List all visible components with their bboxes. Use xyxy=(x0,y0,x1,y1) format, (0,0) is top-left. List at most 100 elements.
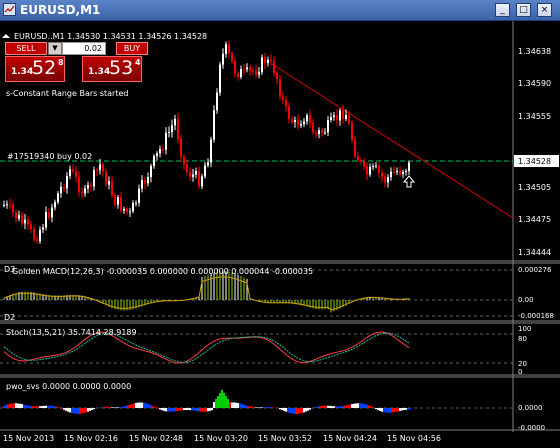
candle-body xyxy=(327,120,329,133)
candle-body xyxy=(348,114,350,124)
candle-body xyxy=(102,164,104,172)
candle-body xyxy=(294,119,296,123)
macd-label: Golden MACD(12,26,3) -0.000035 0.000000 … xyxy=(12,267,313,276)
lot-dropdown-button[interactable]: ▼ xyxy=(48,42,62,55)
close-button[interactable]: × xyxy=(537,3,552,17)
symbol-ohlc-label: EURUSD..M1 1.34530 1.34531 1.34526 1.345… xyxy=(14,32,207,41)
candle-body xyxy=(216,92,218,111)
candle-body xyxy=(120,197,122,211)
stoch-axis-3: 0 xyxy=(518,368,522,376)
candle-body xyxy=(123,208,125,211)
candle-body xyxy=(27,219,29,225)
candle-body xyxy=(3,204,5,206)
candle-body xyxy=(24,219,26,224)
time-label-5: 15 Nov 04:24 xyxy=(323,434,377,443)
chart-header: EURUSD..M1 1.34530 1.34531 1.34526 1.345… xyxy=(2,32,207,41)
sell-price-prefix: 1.34 xyxy=(11,67,34,77)
macd-axis-2: -0.000168 xyxy=(518,312,554,320)
candle-body xyxy=(270,59,272,62)
order-label: #17519340 buy 0.02 xyxy=(7,152,92,161)
candle-body xyxy=(279,79,281,97)
candle-body xyxy=(186,164,188,173)
candle-body xyxy=(126,208,128,212)
candle-body xyxy=(210,139,212,163)
macd-tag: D3 xyxy=(4,265,15,274)
candle-body xyxy=(405,170,407,172)
candle-body xyxy=(318,130,320,134)
candle-body xyxy=(195,171,197,175)
candle-body xyxy=(333,115,335,118)
candle-body xyxy=(153,156,155,167)
candle-body xyxy=(69,169,71,176)
candle-body xyxy=(30,224,32,229)
buy-button[interactable]: BUY xyxy=(116,42,148,55)
candle-body xyxy=(306,115,308,122)
time-label-2: 15 Nov 02:48 xyxy=(129,434,183,443)
candle-body xyxy=(408,162,410,171)
candle-body xyxy=(339,110,341,121)
candle-body xyxy=(252,70,254,72)
candle-body xyxy=(117,197,119,205)
candle-body xyxy=(273,61,275,74)
candle-body xyxy=(189,172,191,177)
candle-body xyxy=(51,207,53,218)
pwo-label: pwo_svs 0.0000 0.0000 0.0000 xyxy=(6,382,131,391)
candle-body xyxy=(375,165,377,167)
candle-body xyxy=(312,122,314,133)
candle-body xyxy=(45,212,47,228)
candle-body xyxy=(315,132,317,134)
candle-body xyxy=(303,121,305,125)
chart-canvas[interactable]: 1.34638 1.34590 1.34555 1.34505 1.34475 … xyxy=(0,21,560,448)
candle-body xyxy=(99,164,101,171)
candle-body xyxy=(372,166,374,168)
candle-body xyxy=(15,212,17,219)
candle-body xyxy=(351,123,353,140)
chevron-down-icon: ▼ xyxy=(52,44,58,52)
candle-body xyxy=(33,228,35,240)
minimize-button[interactable]: _ xyxy=(495,3,510,17)
candle-body xyxy=(114,195,116,205)
candle-body xyxy=(132,202,134,212)
candle-body xyxy=(66,175,68,189)
price-label-1: 1.34590 xyxy=(518,79,551,88)
maximize-icon: □ xyxy=(519,4,528,15)
sell-button[interactable]: SELL xyxy=(5,42,47,55)
buy-price-box[interactable]: 1.34 53 4 xyxy=(82,56,142,82)
lot-size-input[interactable]: 0.02 xyxy=(62,42,106,55)
candle-body xyxy=(72,169,74,172)
candle-body xyxy=(261,57,263,73)
sell-price-fraction: 8 xyxy=(58,58,64,67)
candle-body xyxy=(246,67,248,70)
candle-body xyxy=(111,181,113,196)
candle-body xyxy=(171,125,173,132)
candle-body xyxy=(249,67,251,71)
candle-body xyxy=(225,44,227,54)
candle-body xyxy=(357,156,359,161)
candle-body xyxy=(192,174,194,177)
candle-body xyxy=(390,171,392,178)
candle-body xyxy=(174,118,176,126)
candle-body xyxy=(336,115,338,121)
window-titlebar[interactable]: EURUSD,M1 _ □ × xyxy=(0,0,560,21)
candle-body xyxy=(264,57,266,64)
maximize-button[interactable]: □ xyxy=(516,3,531,17)
current-price-box xyxy=(514,155,559,167)
candle-body xyxy=(378,165,380,173)
candle-body xyxy=(183,156,185,165)
candle-body xyxy=(57,193,59,203)
candle-body xyxy=(381,172,383,177)
buy-price-fraction: 4 xyxy=(135,58,141,67)
price-axis: 1.34638 1.34590 1.34555 1.34505 1.34475 … xyxy=(514,47,559,257)
candle-body xyxy=(324,132,326,134)
sell-price-box[interactable]: 1.34 52 8 xyxy=(5,56,65,82)
candle-body xyxy=(87,185,89,189)
candle-body xyxy=(321,130,323,133)
stoch-axis-2: 20 xyxy=(518,360,527,368)
candle-body xyxy=(39,229,41,242)
candle-body xyxy=(81,191,83,194)
candle-body xyxy=(105,171,107,185)
current-price-label: 1.34528 xyxy=(518,157,551,166)
candle-body xyxy=(282,96,284,100)
trendline[interactable] xyxy=(271,63,514,219)
